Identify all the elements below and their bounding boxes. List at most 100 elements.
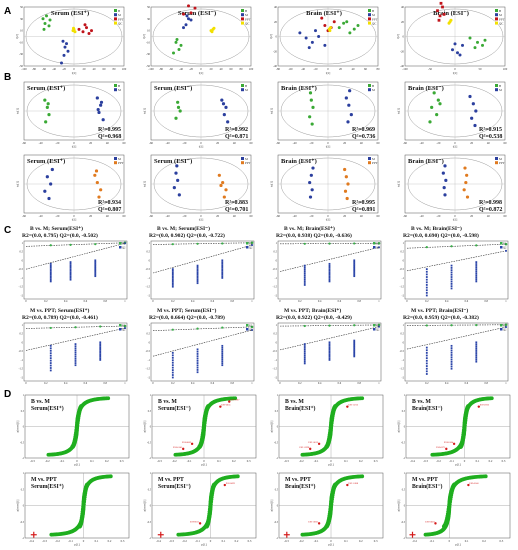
marker-label: ESI-0140 <box>469 482 479 485</box>
q2-point <box>303 268 306 271</box>
q2-point <box>221 358 224 361</box>
data-point <box>174 171 178 175</box>
q2-point <box>425 359 428 362</box>
q2-point <box>328 343 331 345</box>
plot-svg: -0.3 -0.2 -0.1 0 0.1 0.2 0.3 1 0.5 0 -0.5 -1 p[1] p(c… <box>143 394 257 467</box>
plot-svg: M vs. PPT; Serum(ESI⁻)R2=(0.0, 0.664) Q2… <box>146 307 255 385</box>
q2-point <box>450 287 453 290</box>
r2-point <box>221 326 224 329</box>
data-point <box>184 23 188 27</box>
data-point <box>222 113 226 117</box>
q2-point <box>303 270 306 273</box>
plot-svg: -100 -80 -60 -40 -20 0 20 40 60 80 100 50 30 10 -10 -30… <box>142 4 254 75</box>
data-point <box>436 98 440 102</box>
q2-point <box>69 278 72 281</box>
x-tick-label: 20 <box>216 141 220 145</box>
y-axis-label: t[2] <box>15 34 19 39</box>
q2-point <box>69 262 72 265</box>
x-tick-label: 0.1 <box>90 459 94 463</box>
data-point <box>320 16 324 20</box>
data-point <box>462 188 466 192</box>
data-point <box>441 5 444 9</box>
q2-point <box>328 351 331 354</box>
y-axis-label: t[2] <box>396 34 400 39</box>
x-tick-label: 0 <box>73 214 75 218</box>
r2-point <box>377 241 381 245</box>
x-tick-label: -0.4 <box>156 539 161 543</box>
x-tick-label: 0 <box>327 141 329 145</box>
x-tick-label: -20 <box>309 214 313 218</box>
legend-swatch <box>119 242 122 245</box>
legend-label: B <box>499 84 501 88</box>
data-point <box>309 98 313 102</box>
y-tick-label: -0.5 <box>146 350 151 353</box>
q2-point <box>328 350 331 353</box>
legend-label: M <box>245 88 248 92</box>
y-tick-label: 0.5 <box>401 251 405 254</box>
y-tick-label: 1 <box>403 242 405 245</box>
legend-label: R2 <box>122 324 126 327</box>
x-tick-label: 60 <box>377 141 381 145</box>
q2-point <box>475 278 478 281</box>
q2-point <box>94 270 97 273</box>
x-tick-label: 40 <box>352 67 356 71</box>
q2-point <box>94 262 97 265</box>
plot-title: Brain(ESI⁺) <box>285 483 316 490</box>
x-tick-label: -60 <box>403 214 407 218</box>
data-point <box>343 167 347 172</box>
permutation-plot-bm-brain-pos: B vs. M; Brain(ESI⁺) R2=(0.0, 0.938) Q2=(… <box>270 225 385 303</box>
q2-point <box>475 343 478 346</box>
x-tick-label: 60 <box>103 67 107 71</box>
y-tick-label: -0.5 <box>273 350 278 353</box>
plot-stats: R2=(0.0, 0.922) Q2=(0.0, -0.429) <box>276 314 352 321</box>
x-tick-label: 0.2 <box>235 539 239 543</box>
legend-label: R2 <box>249 324 253 327</box>
plot-svg: -0.4 -0.3 -0.2 -0.1 0 0.1 0.2 0.3 1 0.5 0 -0.5 -1 p[1… <box>397 394 511 467</box>
x-tick-label: 0 <box>83 539 85 543</box>
r2-point <box>504 323 508 327</box>
q2-point <box>49 369 52 372</box>
q2-point <box>196 269 199 272</box>
q2-point <box>49 266 52 269</box>
q2-point <box>303 354 306 357</box>
legend-swatch <box>373 246 376 249</box>
x-tick-label: 0.8 <box>230 300 234 303</box>
x-axis-label: p[1] <box>201 463 206 467</box>
plot-frame <box>404 240 509 300</box>
data-point <box>45 105 49 109</box>
data-point <box>189 18 193 22</box>
legend-label: Q2 <box>122 246 126 249</box>
q2-point <box>69 271 72 274</box>
legend-label: M <box>118 157 121 161</box>
y-tick-label: 0 <box>404 505 406 508</box>
q2-point <box>49 364 52 367</box>
q2-point <box>328 269 331 272</box>
q2-point <box>475 347 478 350</box>
y-tick-label: 0 <box>277 426 279 429</box>
s-plot-mppt-serum-neg: -0.4 -0.3 -0.2 -0.1 0 0.1 0.2 0.3 1 0.5 0 -0.5 -1 p[1… <box>143 470 258 547</box>
x-tick-label: 0.8 <box>103 300 107 303</box>
data-point <box>451 48 454 52</box>
x-tick-label: 0 <box>330 539 332 543</box>
y-tick-label: 0 <box>277 505 279 508</box>
data-point <box>182 26 185 30</box>
x-tick-label: 0.1 <box>217 459 221 463</box>
q2-point <box>171 284 174 286</box>
q2-point <box>505 326 507 328</box>
x-tick-label: 1 <box>378 382 380 385</box>
legend-label: B <box>372 84 374 88</box>
plot-title: B vs. M; Brain(ESI⁻) <box>411 225 462 232</box>
plot-title: B vs. M; Serum(ESI⁺) <box>30 225 83 232</box>
data-point <box>314 29 317 33</box>
data-point <box>443 193 447 197</box>
y-tick-label: -1.5 <box>19 368 24 371</box>
q2-point <box>49 278 52 281</box>
legend-label: M <box>499 157 502 161</box>
x-tick-label: 60 <box>250 141 254 145</box>
x-tick-label: 0.4 <box>64 382 68 385</box>
data-point <box>187 17 190 21</box>
x-axis-label: t[1] <box>326 71 331 75</box>
x-tick-label: 0.3 <box>499 539 503 543</box>
plot-title: Serum (ESI⁻) <box>178 10 216 17</box>
marker-label: ESI-0141 <box>173 446 183 449</box>
